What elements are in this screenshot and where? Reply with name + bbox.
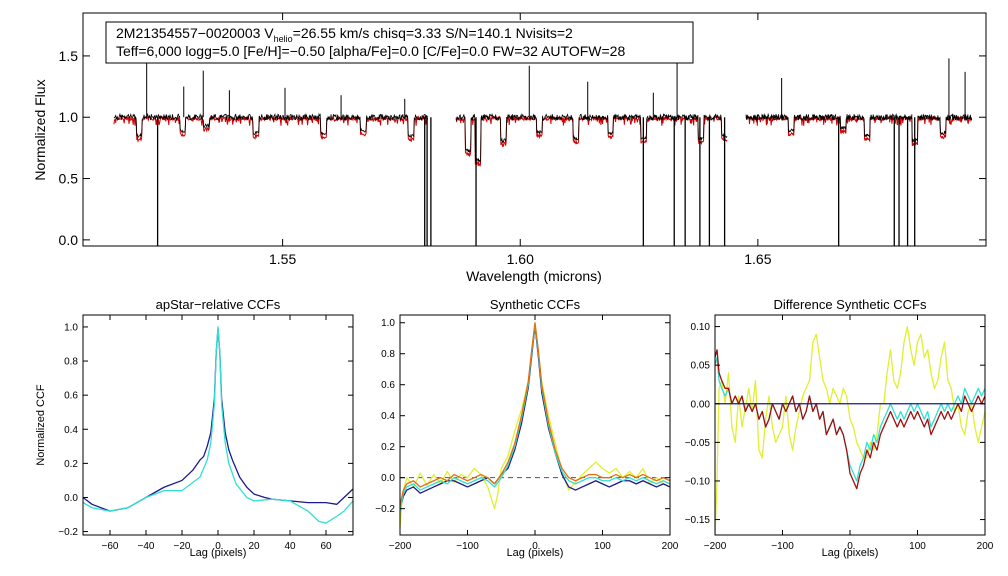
spectrum-xlabel: Wavelength (microns) — [466, 268, 602, 284]
model-spectrum-chip-2 — [455, 114, 728, 168]
observed-spectrum-chip-2 — [455, 112, 728, 164]
synthetic-line-orange — [400, 322, 670, 506]
synthetic-ticks: −200 −100 0 100 200 −0.2 0.0 0.2 0.4 0.6 0.8 1.0 — [375, 315, 679, 552]
difference-line-yellow — [715, 325, 985, 535]
apstar-ticks: −60 −40 −20 0 20 40 60 −0.2 0.0 0.2 0.4 0.6 0.8 1.0 — [58, 315, 353, 552]
synthetic-ytick-label: 0.4 — [381, 411, 395, 422]
spectrum-ytick-label: 0.5 — [59, 170, 79, 186]
synthetic-ytick-label: 0.6 — [381, 380, 395, 391]
synthetic-ccf-panel: −200 −100 0 100 200 −0.2 0.0 0.2 0.4 0.6 0.8 1.0 Sy… — [375, 297, 679, 559]
observed-spectrum-chip-3 — [745, 112, 973, 143]
synthetic-xtick-label: 0 — [532, 541, 538, 552]
synthetic-title: Synthetic CCFs — [490, 297, 581, 312]
synthetic-frame — [399, 314, 671, 536]
difference-ccf-panel: −200 −100 0 100 200 −0.15 −0.10 −0.05 0.00 0.05 0.… — [685, 297, 994, 559]
apstar-ccf-panel: −60 −40 −20 0 20 40 60 −0.2 0.0 0.2 0.4 0.6 0.8 1.0 a… — [35, 297, 354, 559]
spectrum-ticks: 1.55 1.60 1.65 0.0 0.5 1.0 1.5 — [59, 13, 986, 267]
synthetic-xtick-label: 100 — [594, 541, 611, 552]
difference-ticks: −200 −100 0 100 200 −0.15 −0.10 −0.05 0.00 0.05 0.… — [685, 315, 994, 552]
apstar-line-visit-1 — [83, 327, 353, 512]
apstar-ccf-series — [83, 326, 353, 524]
apstar-ytick-label: 0.8 — [64, 357, 78, 368]
synthetic-ytick-label: 1.0 — [381, 318, 395, 329]
synthetic-ytick-label: 0.8 — [381, 349, 395, 360]
apstar-xlabel: Lag (pixels) — [190, 547, 247, 559]
difference-ytick-label: 0.10 — [691, 322, 711, 333]
spectrum-info-box — [105, 21, 694, 64]
spectrum-ytick-label: 1.0 — [59, 109, 79, 125]
spectrum-ytick-label: 0.0 — [59, 232, 79, 248]
apstar-xtick-label: 40 — [284, 541, 296, 552]
spectrum-ytick-label: 1.5 — [59, 48, 79, 64]
difference-ytick-label: 0.05 — [691, 361, 711, 372]
difference-xtick-label: 200 — [977, 541, 994, 552]
apstar-line-visit-2 — [83, 326, 353, 524]
spectrum-xtick-label: 1.60 — [507, 251, 534, 267]
apstar-ytick-label: 0.6 — [64, 391, 78, 402]
info-line-1: 2M21354557−0020003 Vhelio=26.55 km/s chi… — [116, 25, 573, 44]
difference-xtick-label: 0 — [847, 541, 853, 552]
difference-ccf-series — [715, 325, 985, 535]
apstar-ylabel: Normalized CCF — [35, 384, 47, 466]
synthetic-ytick-label: 0.0 — [381, 473, 395, 484]
synthetic-ytick-label: 0.2 — [381, 442, 395, 453]
apstar-xtick-label: −20 — [174, 541, 191, 552]
apstar-xtick-label: 60 — [320, 541, 332, 552]
spectrum-xtick-label: 1.65 — [744, 251, 771, 267]
difference-xtick-label: −100 — [771, 541, 794, 552]
apstar-xtick-label: −40 — [138, 541, 155, 552]
difference-title: Difference Synthetic CCFs — [774, 297, 927, 312]
apstar-xtick-label: 20 — [248, 541, 260, 552]
spectrum-xtick-label: 1.55 — [269, 251, 296, 267]
synthetic-xtick-label: −200 — [389, 541, 412, 552]
synthetic-ccf-series — [400, 322, 670, 528]
info-line-2: Teff=6,000 logg=5.0 [Fe/H]=−0.50 [alpha/… — [116, 43, 625, 59]
synthetic-xlabel: Lag (pixels) — [507, 547, 564, 559]
difference-ytick-label: −0.10 — [685, 476, 711, 487]
difference-xlabel: Lag (pixels) — [822, 547, 879, 559]
apstar-ytick-label: 1.0 — [64, 322, 78, 333]
apstar-title: apStar−relative CCFs — [156, 297, 281, 312]
observed-spectrum-chip-1 — [113, 112, 428, 139]
difference-xtick-label: −200 — [704, 541, 727, 552]
difference-line-darkred — [715, 349, 985, 490]
spectrum-ylabel: Normalized Flux — [32, 79, 48, 180]
difference-ytick-label: 0.00 — [691, 399, 711, 410]
apstar-ytick-label: −0.2 — [58, 527, 78, 538]
synthetic-line-yellow — [400, 325, 670, 528]
spectrum-series — [113, 33, 973, 246]
spectrum-panel: 1.55 1.60 1.65 0.0 0.5 1.0 1.5 2M21354557−0020… — [32, 12, 987, 284]
model-spectrum-chip-3 — [745, 115, 973, 147]
difference-ytick-label: −0.15 — [685, 515, 711, 526]
apstar-xtick-label: 0 — [215, 541, 221, 552]
model-spectrum-chip-1 — [113, 114, 429, 143]
difference-xtick-label: 100 — [909, 541, 926, 552]
spectrum-frame — [82, 12, 987, 247]
apstar-ytick-label: 0.0 — [64, 493, 78, 504]
apstar-xtick-label: −60 — [102, 541, 119, 552]
apstar-ytick-label: 0.2 — [64, 459, 78, 470]
apstar-ytick-label: 0.4 — [64, 425, 78, 436]
synthetic-ytick-label: −0.2 — [375, 504, 395, 515]
synthetic-xtick-label: −100 — [456, 541, 479, 552]
synthetic-xtick-label: 200 — [662, 541, 679, 552]
difference-ytick-label: −0.05 — [685, 438, 711, 449]
